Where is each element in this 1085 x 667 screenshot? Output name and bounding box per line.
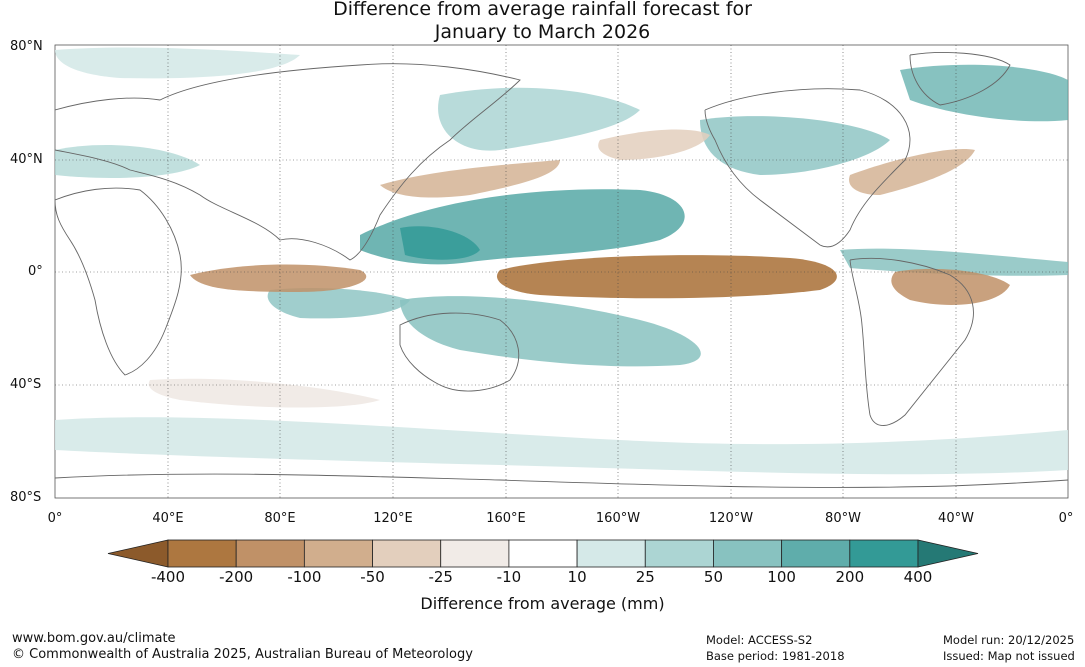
- wet-anomaly-southern-ocean: [55, 417, 1068, 475]
- footer-base-period: Base period: 1981-2018: [706, 649, 845, 663]
- wet-anomaly-north-pacific: [438, 87, 640, 151]
- colorbar-tick-label: -400: [150, 568, 186, 586]
- lon-label-40e: 40°E: [152, 511, 184, 526]
- dry-anomaly-amazon: [891, 268, 1010, 305]
- lon-label-80e: 80°E: [264, 511, 296, 526]
- lat-label-80n: 80°N: [10, 39, 43, 54]
- colorbar-tick-label: -10: [496, 568, 522, 586]
- colorbar-tick-label: 25: [635, 568, 655, 586]
- coastline-eurasia: [55, 63, 521, 261]
- dry-anomaly-north-pacific-east: [598, 129, 710, 160]
- lat-label-80s: 80°S: [10, 490, 42, 505]
- footer-issued: Issued: Map not issued: [943, 649, 1075, 663]
- lon-label-120e: 120°E: [373, 511, 413, 526]
- dry-anomaly-north-pacific: [380, 160, 560, 198]
- wet-anomaly-south-pacific: [400, 296, 701, 367]
- colorbar-tick-label: 50: [703, 568, 723, 586]
- lat-label-40s: 40°S: [10, 377, 42, 392]
- lon-label-160w: 160°W: [595, 511, 641, 526]
- dry-anomaly-southern-indian: [148, 378, 380, 408]
- colorbar-tick-label: -50: [360, 568, 385, 586]
- map-title-line-2: January to March 2026: [434, 21, 651, 43]
- footer-model: Model: ACCESS-S2: [706, 633, 813, 647]
- wet-anomaly-maritime-continent: [400, 226, 480, 260]
- wet-anomaly-indian-ocean: [267, 288, 410, 319]
- colorbar-tick-label: 200: [835, 568, 865, 586]
- colorbar-tick-label: 400: [903, 568, 933, 586]
- lat-label-equator: 0°: [28, 264, 43, 279]
- colorbar-tick-label: 100: [767, 568, 796, 586]
- coastline-africa: [55, 187, 182, 376]
- colorbar-tick-label: 10: [567, 568, 587, 586]
- wet-anomaly-tropical-atlantic: [840, 248, 1068, 276]
- rainfall-anomaly-fields: [55, 47, 1068, 475]
- wet-anomaly-europe-asia: [55, 145, 200, 178]
- coastline-antarctica: [55, 473, 1068, 488]
- coastlines: [55, 52, 1068, 488]
- colorbar-label: Difference from average (mm): [420, 594, 665, 613]
- lon-label-0: 0°: [47, 511, 63, 526]
- map-title-line-1: Difference from average rainfall forecas…: [333, 0, 752, 20]
- lon-label-0-east: 0°: [1058, 511, 1074, 526]
- lon-label-80w: 80°W: [825, 511, 861, 526]
- lon-label-120w: 120°W: [708, 511, 754, 526]
- lat-label-40n: 40°N: [10, 152, 43, 167]
- colorbar-tick-label: -25: [428, 568, 453, 586]
- wet-anomaly-north-atlantic-light: [55, 47, 300, 79]
- map-title: Difference from average rainfall forecas…: [0, 0, 1085, 44]
- lon-label-160e: 160°E: [486, 511, 526, 526]
- dry-anomaly-north-atlantic: [849, 149, 975, 195]
- wet-anomaly-north-atlantic: [900, 64, 1068, 122]
- footer-model-run: Model run: 20/12/2025: [943, 633, 1075, 647]
- coastline-australia: [399, 312, 520, 392]
- coastline-north-america: [704, 88, 911, 248]
- footer-copyright: © Commonwealth of Australia 2025, Austra…: [12, 647, 473, 662]
- coastline-south-america: [849, 257, 974, 426]
- dry-anomaly-indian-ocean: [190, 264, 367, 292]
- dry-anomaly-central-pacific: [496, 255, 837, 299]
- coastline-greenland: [909, 52, 1011, 106]
- colorbar-tick-label: -200: [219, 568, 254, 586]
- graticule: [55, 45, 1068, 498]
- footer-url: www.bom.gov.au/climate: [12, 631, 176, 646]
- lon-label-40w: 40°W: [938, 511, 974, 526]
- colorbar-tick-label: -100: [287, 568, 322, 586]
- rainfall-map: [54, 44, 1069, 499]
